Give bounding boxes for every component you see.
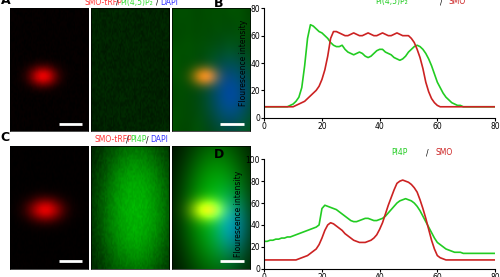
Text: PI(4,5)P₂: PI(4,5)P₂: [375, 0, 408, 6]
Text: A: A: [0, 0, 10, 7]
Text: /: /: [440, 0, 442, 6]
Text: DAPI: DAPI: [150, 135, 168, 145]
Text: C: C: [0, 131, 10, 144]
Y-axis label: Flourescence intensity: Flourescence intensity: [234, 171, 243, 257]
Text: /: /: [156, 0, 158, 7]
Text: SMO-tRFP: SMO-tRFP: [94, 135, 132, 145]
Text: /: /: [126, 135, 128, 145]
Text: B: B: [214, 0, 223, 10]
Text: SMO: SMO: [449, 0, 466, 6]
Text: PI(4,5)P₂: PI(4,5)P₂: [120, 0, 153, 7]
Text: PI4P: PI4P: [391, 148, 407, 157]
Text: D: D: [214, 148, 224, 161]
Text: SMO-tRFP: SMO-tRFP: [84, 0, 122, 7]
Text: SMO: SMO: [435, 148, 452, 157]
Text: /: /: [146, 135, 148, 145]
Y-axis label: Flourescence intensity: Flourescence intensity: [238, 20, 248, 106]
Text: /: /: [116, 0, 118, 7]
Text: /: /: [426, 148, 428, 157]
Text: DAPI: DAPI: [160, 0, 178, 7]
Text: PI4P: PI4P: [130, 135, 146, 145]
